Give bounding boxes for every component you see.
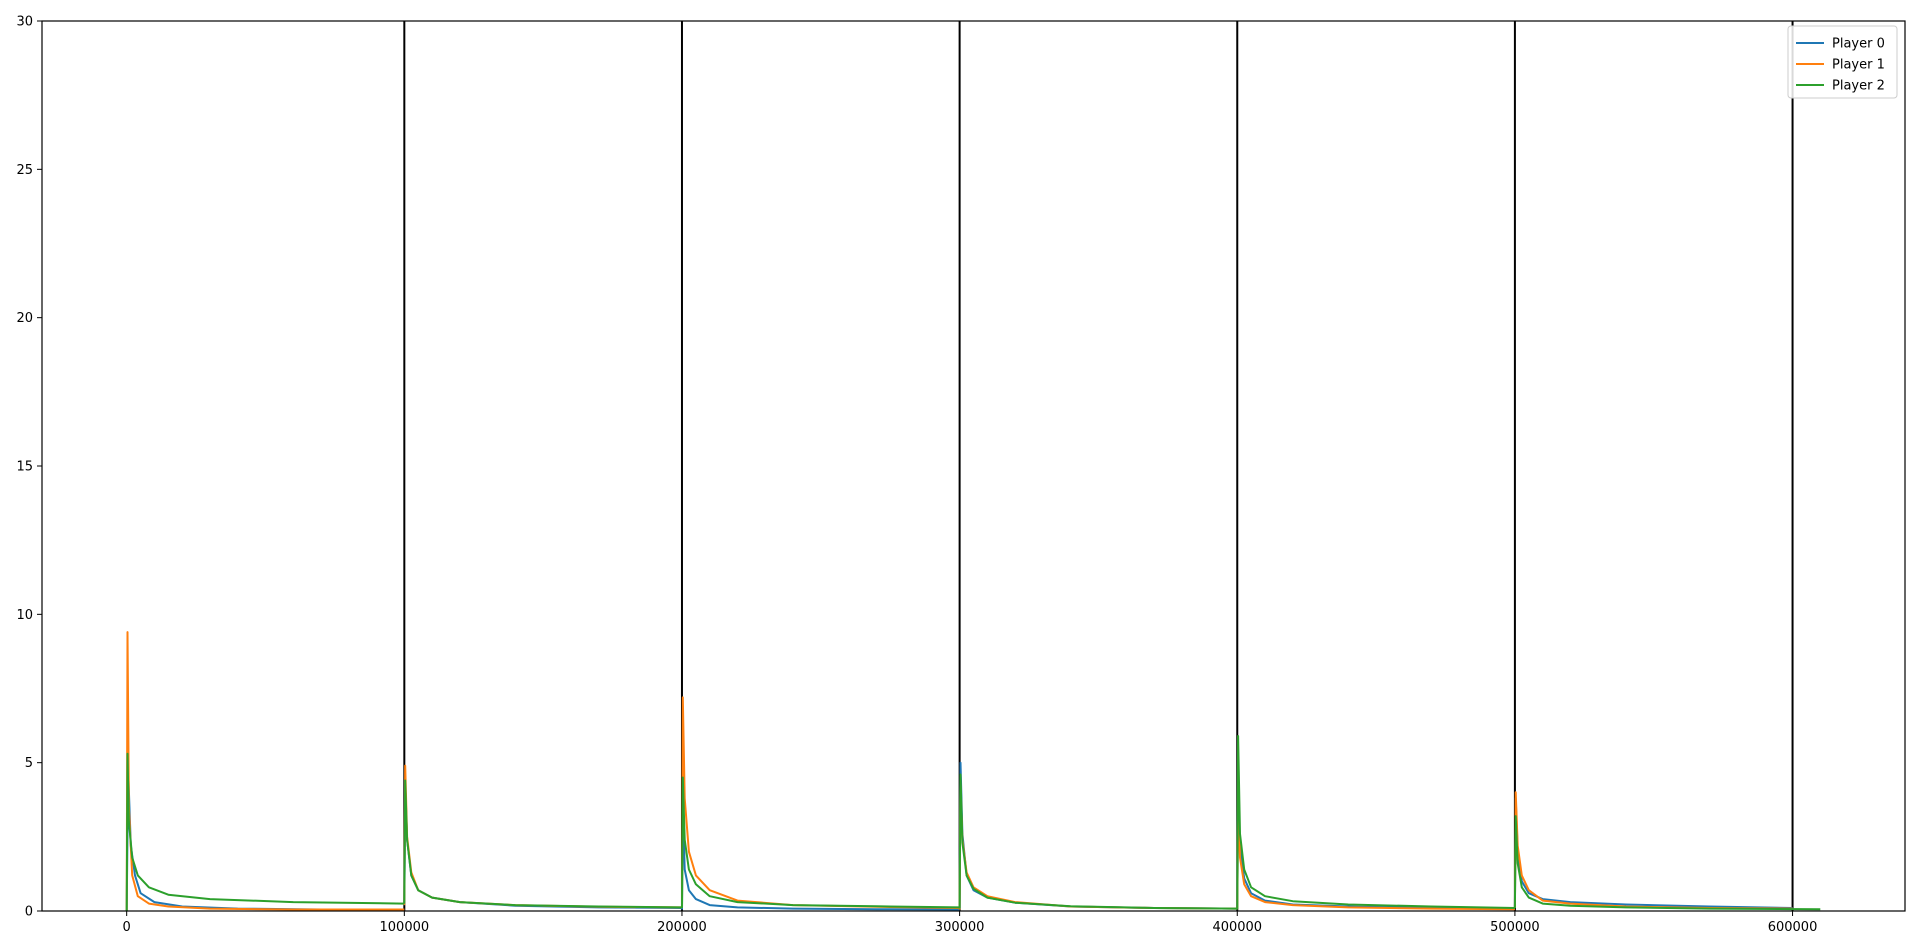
x-tick-label: 300000 xyxy=(935,920,985,935)
y-tick-label: 0 xyxy=(25,905,33,920)
legend-label: Player 2 xyxy=(1832,79,1885,94)
series-line xyxy=(681,776,960,909)
x-tick-label: 100000 xyxy=(380,920,430,935)
series-line xyxy=(1236,791,1515,910)
y-axis-ticks: 0 5 10 15 20 25 30 xyxy=(16,15,42,920)
y-tick-label: 5 xyxy=(25,756,33,771)
series-line xyxy=(1513,797,1793,909)
x-tick-label: 600000 xyxy=(1768,920,1818,935)
series-line xyxy=(125,631,405,912)
vertical-lines xyxy=(403,21,1794,911)
series-line xyxy=(1513,791,1793,910)
y-tick-label: 15 xyxy=(16,460,33,475)
x-tick-label: 200000 xyxy=(657,920,707,935)
series-line xyxy=(125,767,405,912)
axes-frame xyxy=(41,20,1906,912)
series-line xyxy=(958,782,1238,910)
y-tick-label: 25 xyxy=(16,163,33,178)
series-line xyxy=(958,773,1238,910)
series-2 xyxy=(125,735,1821,912)
x-axis-ticks: 0 100000 200000 300000 400000 500000 600000 xyxy=(123,911,1818,935)
series-line xyxy=(1236,735,1515,910)
series-line xyxy=(681,696,960,909)
series-line xyxy=(403,764,683,909)
x-tick-label: 0 xyxy=(123,920,131,935)
series-line xyxy=(681,803,960,911)
legend-label: Player 1 xyxy=(1832,58,1885,73)
series-line xyxy=(1513,815,1821,911)
y-tick-label: 20 xyxy=(16,311,33,326)
series-line xyxy=(125,752,405,912)
series-line xyxy=(1236,803,1515,911)
series-line xyxy=(958,761,1238,910)
y-tick-label: 10 xyxy=(16,608,33,623)
x-tick-label: 500000 xyxy=(1490,920,1540,935)
y-tick-label: 30 xyxy=(16,15,33,30)
x-tick-label: 400000 xyxy=(1212,920,1262,935)
legend-label: Player 0 xyxy=(1832,37,1885,52)
series-line xyxy=(403,779,683,909)
series-line xyxy=(403,788,683,909)
series-lines xyxy=(125,631,1821,912)
legend: Player 0 Player 1 Player 2 xyxy=(1787,25,1898,99)
